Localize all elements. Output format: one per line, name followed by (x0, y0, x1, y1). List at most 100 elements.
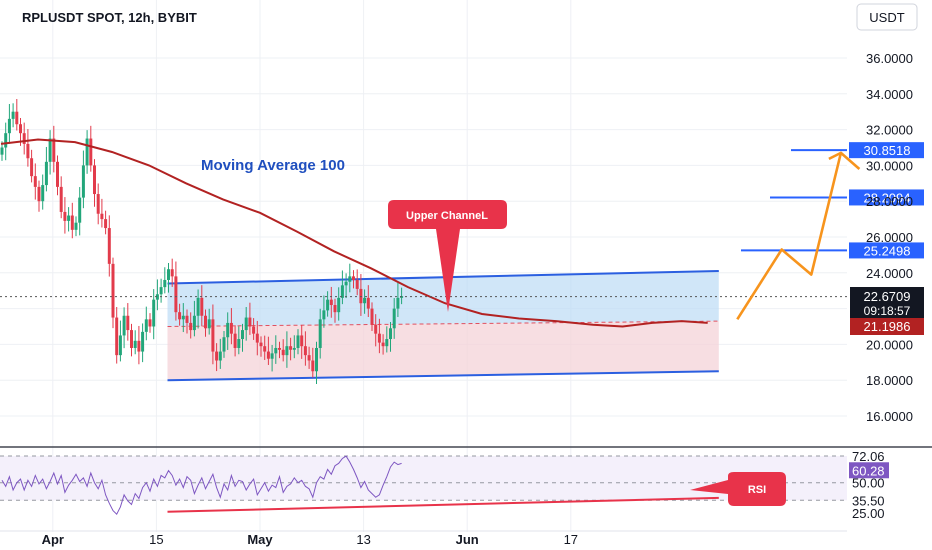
candle-body (218, 351, 222, 361)
rsi-band (0, 456, 847, 501)
candle-body (352, 276, 355, 280)
candle-body (248, 317, 252, 327)
projection-path (736, 152, 843, 321)
rsi-value-tag (849, 462, 889, 479)
candle-body (333, 305, 337, 313)
price-axis-panel (847, 0, 932, 550)
candle-body (37, 186, 41, 202)
candle-body (59, 186, 63, 212)
candle-body (222, 337, 226, 352)
candle-body (52, 138, 56, 162)
candle-body (241, 330, 244, 340)
candle-body (266, 351, 270, 359)
channel-upper-fill (167, 271, 719, 327)
candle-body (311, 360, 315, 372)
rsi-trend-line (167, 496, 719, 513)
candle-body (300, 335, 304, 347)
moving-average-label: Moving Average 100 (201, 157, 345, 174)
candle-body (374, 324, 378, 334)
candle-body (170, 269, 174, 277)
rsi-pane (0, 455, 847, 501)
candle-body (296, 335, 300, 348)
projection-arrow-head (828, 151, 861, 170)
price-tick-label: 24.0000 (866, 266, 913, 281)
ma-value-tag-bg (850, 318, 924, 335)
currency-button-frame[interactable] (856, 3, 918, 31)
price-tick-label: 26.0000 (866, 230, 913, 245)
candle-body (326, 299, 330, 311)
candle-body (200, 297, 204, 316)
candle-body (229, 322, 233, 334)
candle-body (4, 133, 8, 148)
target-tag-text: 28.2094 (864, 190, 911, 205)
ma-value-text: 21.1986 (864, 319, 911, 334)
candle-body (22, 133, 26, 144)
time-tick-label: Jun (456, 532, 479, 547)
candle-body (41, 185, 45, 202)
candle-body (344, 281, 348, 286)
price-tick-label: 30.0000 (866, 158, 913, 173)
candle-body (133, 340, 137, 348)
candle-body (211, 319, 215, 352)
candle-body (96, 194, 100, 214)
candle-body (85, 138, 89, 166)
price-tick-label: 18.0000 (866, 373, 913, 388)
candle-body (67, 215, 71, 221)
upper-channel-callout-shape (388, 200, 507, 312)
candle-body (15, 111, 19, 125)
candle-body (152, 299, 156, 327)
candle-body (148, 319, 152, 327)
price-tick-label: 36.0000 (866, 51, 913, 66)
candle-body (392, 308, 396, 329)
candle-body (56, 161, 59, 187)
candle-body (281, 349, 285, 356)
channel-lower-line (167, 370, 719, 382)
candle-body (359, 288, 363, 304)
candle-body (385, 339, 389, 347)
candle-body (44, 161, 48, 186)
candle-body (111, 263, 115, 318)
channel-mid-line (167, 320, 719, 327)
candle-body (233, 333, 237, 348)
candle-body (93, 165, 96, 195)
target-tag (849, 189, 924, 206)
countdown-timer: 09:18:57 (864, 304, 911, 318)
candle-body (163, 279, 167, 288)
rsi-line (1, 455, 402, 516)
price-tick-label: 28.0000 (866, 194, 913, 209)
time-tick-label: May (247, 532, 273, 547)
target-tag-text: 30.8518 (864, 143, 911, 158)
currency-button[interactable]: USDT (856, 3, 918, 31)
price-tick-label: 16.0000 (866, 409, 913, 424)
candle-body (19, 124, 22, 134)
candle-body (226, 322, 230, 338)
target-tag (849, 142, 924, 159)
rsi-callout: RSI (690, 472, 786, 506)
price-tick-label: 34.0000 (866, 87, 913, 102)
candle-body (26, 143, 30, 159)
candle-body (315, 347, 318, 372)
candle-body (259, 342, 263, 347)
candle-body (33, 176, 37, 187)
candle-body (0, 147, 4, 155)
candle-body (337, 297, 341, 313)
target-tag-text: 25.2498 (864, 243, 911, 258)
rsi-tick-label: 72.06 (852, 449, 885, 464)
candle-body (318, 319, 322, 348)
candle-body (130, 330, 133, 348)
candle-body (396, 297, 400, 309)
candle-body (292, 347, 296, 350)
candle-body (192, 315, 196, 331)
current-price-value: 22.6709 (864, 289, 911, 304)
candle-body (174, 276, 178, 313)
currency-button-label[interactable]: USDT (869, 10, 904, 25)
candle-body (11, 111, 15, 119)
candle-body (255, 333, 259, 343)
candle-body (196, 297, 200, 316)
ma-value-tag: 21.1986 (850, 318, 924, 335)
candle-body (274, 347, 278, 354)
time-tick-label: 13 (356, 532, 370, 547)
candlesticks (0, 98, 404, 384)
candle-body (89, 138, 93, 166)
candle-body (48, 138, 52, 162)
